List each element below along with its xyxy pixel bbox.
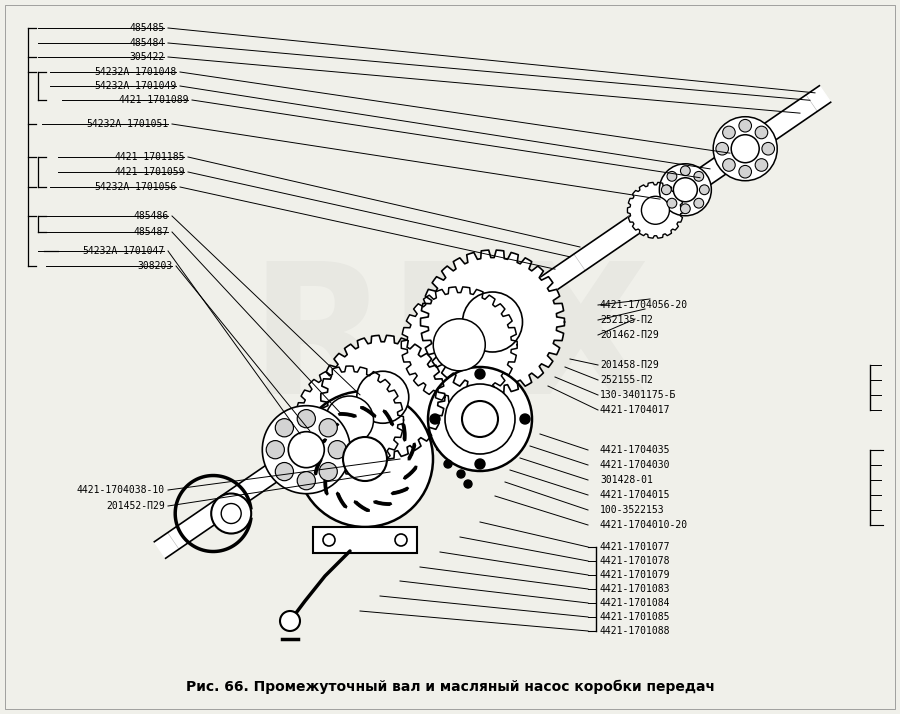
Polygon shape: [420, 250, 564, 394]
Text: 201452-П29: 201452-П29: [106, 501, 165, 511]
Circle shape: [699, 185, 709, 195]
Circle shape: [323, 534, 335, 546]
Polygon shape: [154, 86, 831, 558]
Circle shape: [297, 410, 315, 428]
Circle shape: [520, 414, 530, 424]
Circle shape: [463, 292, 523, 352]
Circle shape: [680, 204, 690, 213]
Text: 485485: 485485: [130, 23, 165, 33]
Circle shape: [662, 185, 671, 195]
Text: 485486: 485486: [134, 211, 169, 221]
Text: 100-3522153: 100-3522153: [600, 505, 664, 515]
Text: 4421-1704035: 4421-1704035: [600, 445, 670, 455]
Text: 308203: 308203: [138, 261, 173, 271]
Circle shape: [739, 166, 752, 178]
Circle shape: [457, 470, 465, 478]
Text: 4421-1701077: 4421-1701077: [600, 542, 670, 552]
Circle shape: [667, 171, 677, 181]
Text: 130-3401175-Б: 130-3401175-Б: [600, 390, 677, 400]
Text: 4421-1704030: 4421-1704030: [600, 460, 670, 470]
Circle shape: [475, 459, 485, 469]
Text: 305422: 305422: [130, 52, 165, 62]
Text: 4421-1701059: 4421-1701059: [114, 167, 185, 177]
Text: 4421-1704015: 4421-1704015: [600, 490, 670, 500]
Polygon shape: [627, 182, 683, 238]
Circle shape: [433, 318, 485, 371]
Text: 54232A-1701051: 54232A-1701051: [86, 119, 169, 129]
Text: 4421-1701088: 4421-1701088: [600, 626, 670, 636]
Circle shape: [320, 418, 338, 437]
Text: 4421-1701078: 4421-1701078: [600, 556, 670, 566]
Text: 201462-П29: 201462-П29: [600, 330, 659, 340]
Circle shape: [212, 493, 251, 533]
Circle shape: [723, 126, 735, 139]
Circle shape: [660, 164, 711, 216]
Text: 4421-1701185: 4421-1701185: [114, 152, 185, 162]
Text: 4421-1701083: 4421-1701083: [600, 584, 670, 594]
Circle shape: [723, 159, 735, 171]
Circle shape: [343, 437, 387, 481]
Polygon shape: [401, 287, 518, 403]
Circle shape: [667, 198, 677, 208]
Circle shape: [755, 126, 768, 139]
Polygon shape: [295, 366, 403, 474]
Circle shape: [297, 471, 315, 490]
Circle shape: [430, 414, 440, 424]
Circle shape: [444, 460, 452, 468]
Text: 201458-П29: 201458-П29: [600, 360, 659, 370]
Circle shape: [395, 534, 407, 546]
Text: 54232A-1701056: 54232A-1701056: [94, 182, 177, 192]
Text: 252155-П2: 252155-П2: [600, 375, 652, 385]
Circle shape: [328, 441, 346, 459]
Circle shape: [716, 142, 728, 155]
Text: 4421-1701089: 4421-1701089: [119, 95, 189, 105]
Text: 4421-1701079: 4421-1701079: [600, 570, 670, 580]
Circle shape: [275, 463, 293, 481]
Circle shape: [755, 159, 768, 171]
Circle shape: [320, 463, 338, 481]
Text: 54232A-1701047: 54232A-1701047: [83, 246, 165, 256]
Circle shape: [266, 441, 284, 459]
Circle shape: [275, 418, 293, 437]
FancyBboxPatch shape: [313, 527, 417, 553]
Text: 4421-1704056-20: 4421-1704056-20: [600, 300, 688, 310]
Circle shape: [462, 401, 498, 437]
Text: REX: REX: [249, 256, 651, 432]
Circle shape: [713, 116, 778, 181]
Circle shape: [428, 367, 532, 471]
Text: 485484: 485484: [130, 38, 165, 48]
Circle shape: [221, 503, 241, 523]
Text: 485487: 485487: [134, 227, 169, 237]
Circle shape: [642, 196, 670, 224]
Circle shape: [464, 480, 472, 488]
Circle shape: [280, 611, 300, 631]
Circle shape: [680, 166, 690, 176]
Text: Рис. 66. Промежуточный вал и масляный насос коробки передач: Рис. 66. Промежуточный вал и масляный на…: [185, 680, 715, 694]
Circle shape: [475, 369, 485, 379]
Circle shape: [731, 135, 760, 163]
Text: 4421-1701084: 4421-1701084: [600, 598, 670, 608]
Text: 54232A-1701049: 54232A-1701049: [94, 81, 177, 91]
Circle shape: [739, 119, 752, 132]
Circle shape: [297, 391, 433, 527]
Text: 252135-П2: 252135-П2: [600, 315, 652, 325]
Circle shape: [762, 142, 775, 155]
Text: 4421-1704017: 4421-1704017: [600, 405, 670, 415]
Circle shape: [694, 171, 704, 181]
Text: 4421-1704010-20: 4421-1704010-20: [600, 520, 688, 530]
Circle shape: [673, 178, 698, 202]
Circle shape: [326, 396, 374, 444]
Circle shape: [445, 384, 515, 454]
Text: 4421-1701085: 4421-1701085: [600, 612, 670, 622]
Text: 301428-01: 301428-01: [600, 475, 652, 485]
Circle shape: [694, 198, 704, 208]
Circle shape: [262, 406, 350, 493]
Circle shape: [356, 371, 409, 423]
Text: 4421-1704038-10: 4421-1704038-10: [76, 485, 165, 495]
Text: 54232A-1701048: 54232A-1701048: [94, 67, 177, 77]
Circle shape: [288, 432, 324, 468]
Polygon shape: [320, 336, 445, 459]
